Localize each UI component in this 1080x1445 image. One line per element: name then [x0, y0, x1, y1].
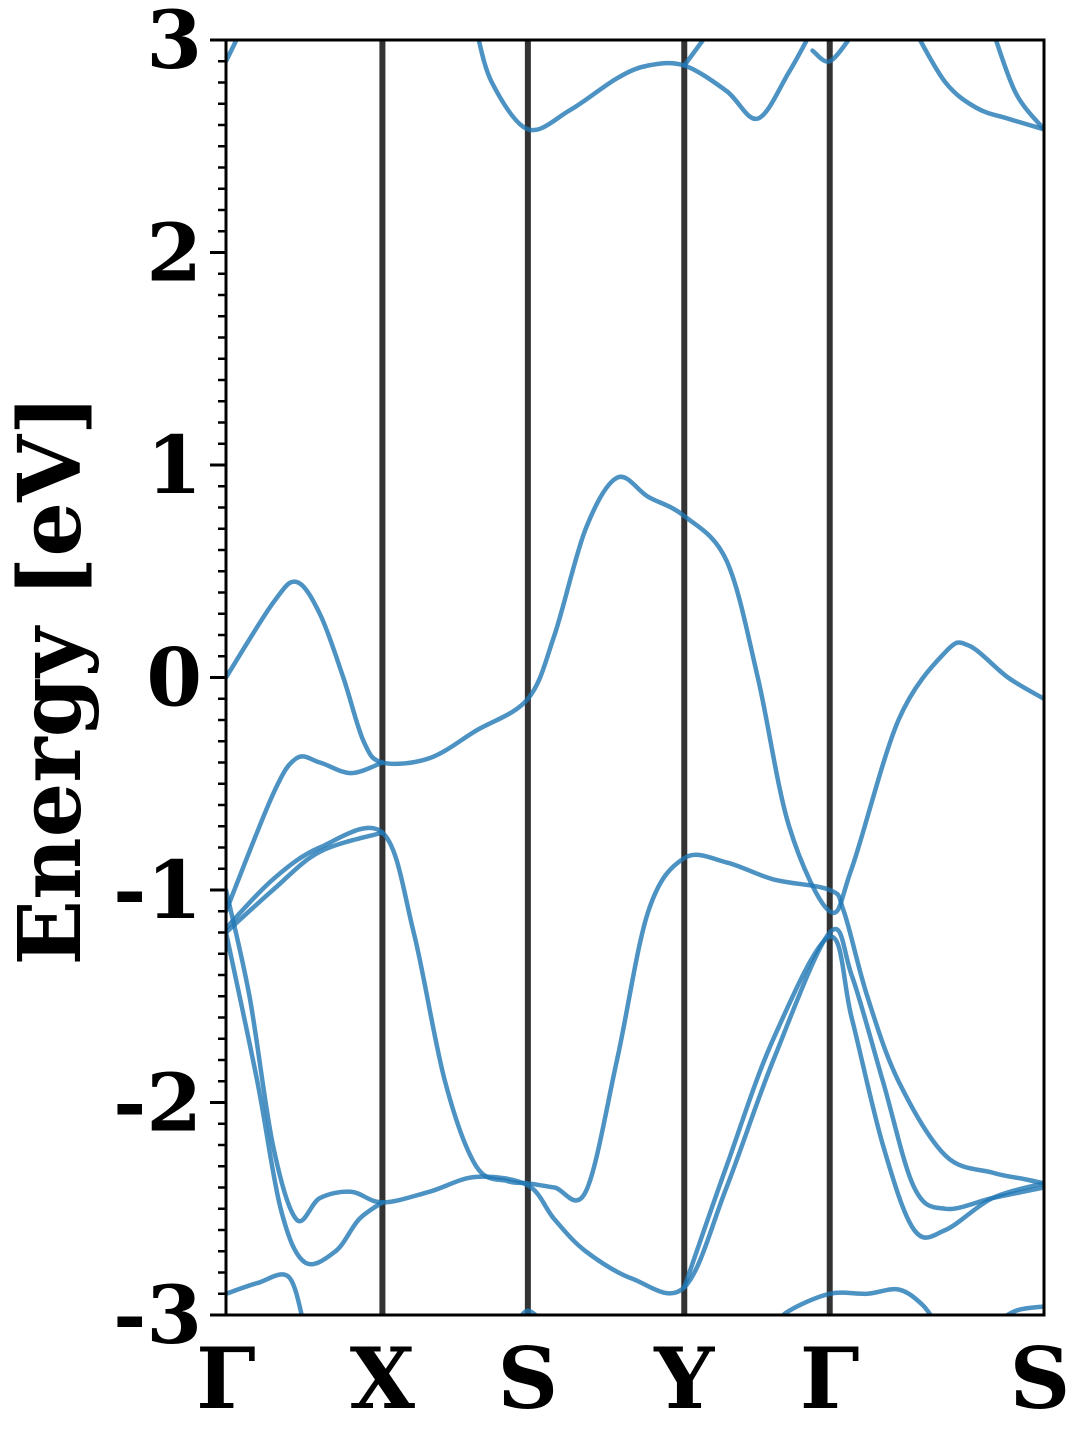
y-tick-label: 2 — [146, 206, 202, 300]
band-8 — [226, 40, 239, 64]
band-3 — [226, 825, 1044, 1203]
y-tick-label: 3 — [146, 0, 202, 87]
band-5 — [226, 887, 1044, 1296]
band-6 — [226, 930, 385, 1267]
band-11 — [810, 40, 852, 64]
band-4 — [226, 830, 385, 935]
y-axis-label: Energy [eV] — [0, 395, 101, 966]
band-1 — [226, 474, 1044, 915]
band-13 — [993, 40, 1044, 132]
x-tick-label: S — [498, 1329, 559, 1428]
band-9 — [476, 40, 810, 133]
y-ticks — [210, 38, 226, 1317]
y-tick-label: 0 — [146, 631, 202, 725]
band-17 — [1003, 1304, 1044, 1315]
x-tick-label: X — [350, 1329, 416, 1428]
x-tick-label: Y — [653, 1329, 715, 1428]
x-tick-label: S — [1010, 1329, 1071, 1428]
band-7 — [682, 934, 1044, 1290]
band-16 — [779, 1286, 934, 1315]
band-12 — [917, 40, 1044, 132]
band-2 — [226, 754, 385, 914]
band-lines — [226, 40, 1044, 1315]
y-tick-label: 1 — [146, 418, 202, 512]
x-tick-label: Γ — [196, 1329, 256, 1428]
y-tick-labels: -3 -2 -1 0 1 2 3 — [113, 0, 202, 1362]
kpoint-dividers — [379, 40, 833, 1315]
y-tick-label: -3 — [113, 1268, 202, 1362]
band-14 — [226, 1272, 304, 1315]
y-tick-label: -1 — [113, 843, 202, 937]
band-10 — [682, 40, 706, 68]
band-15 — [519, 1308, 539, 1315]
x-tick-label: Γ — [800, 1329, 860, 1428]
y-tick-label: -2 — [113, 1056, 202, 1150]
